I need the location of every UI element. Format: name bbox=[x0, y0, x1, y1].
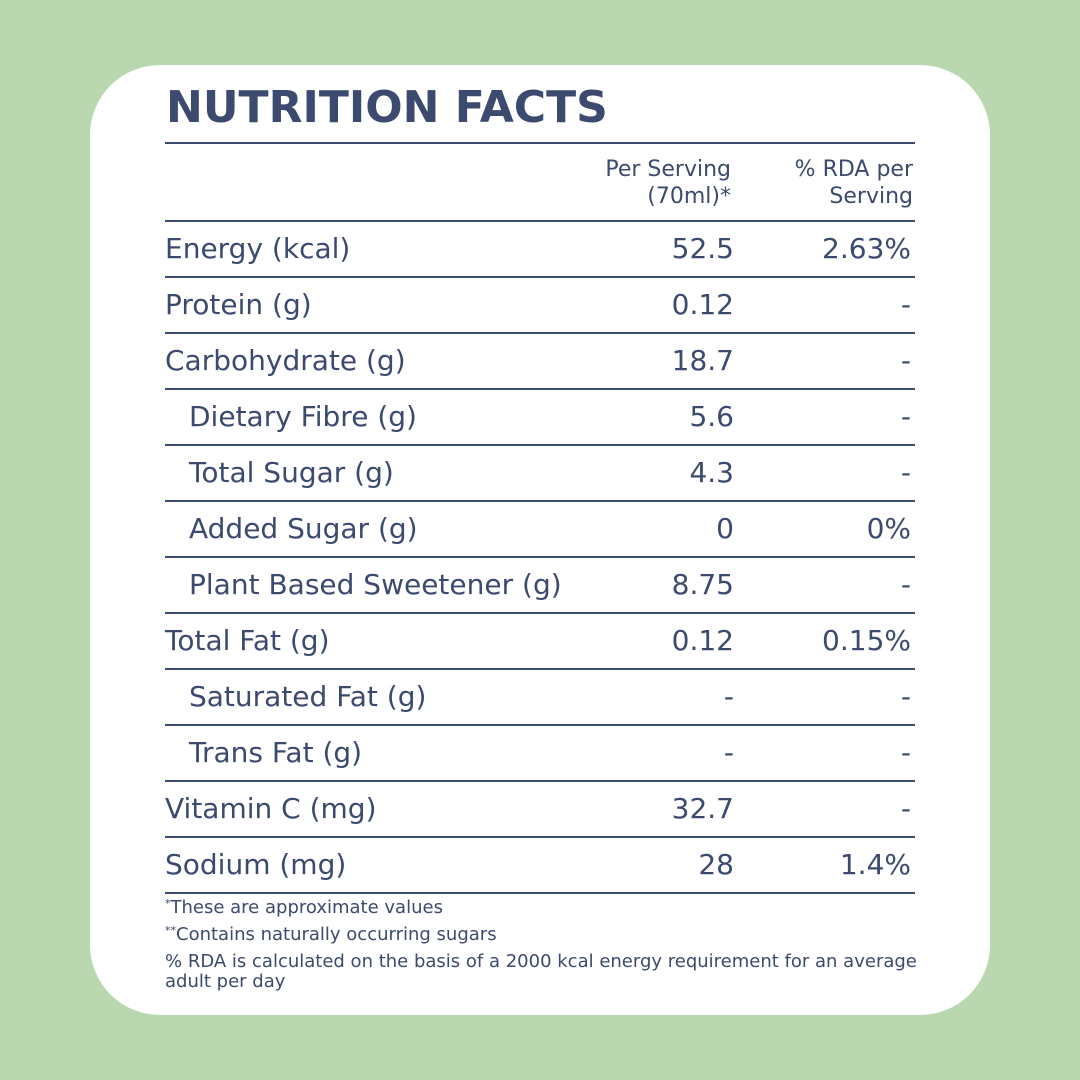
per-serving-value: 4.3 bbox=[689, 456, 734, 489]
footnote-mark: * bbox=[165, 897, 171, 910]
table-body: Energy (kcal) 52.5 2.63% Protein (g) 0.12- Ca… bbox=[165, 222, 915, 894]
nutrition-table: Per Serving (70ml)* % RDA per Serving En… bbox=[165, 142, 915, 894]
rda-value: - bbox=[900, 288, 911, 321]
per-serving-value: 0.12 bbox=[671, 288, 734, 321]
table-row: Total Fat (g) 0.12 0.15% bbox=[165, 614, 915, 670]
table-row: Total Sugar (g) 4.3 - bbox=[165, 446, 915, 502]
table-row: Vitamin C (mg) 32.7 - bbox=[165, 782, 915, 838]
nutrient-label: Saturated Fat (g) bbox=[189, 680, 427, 713]
per-serving-value: - bbox=[723, 680, 734, 713]
table-row: Dietary Fibre (g) 5.6 - bbox=[165, 390, 915, 446]
nutrient-label: Trans Fat (g) bbox=[189, 736, 363, 769]
table-row: Energy (kcal) 52.5 2.63% bbox=[165, 222, 915, 278]
rda-value: 0% bbox=[866, 512, 911, 545]
per-serving-value: 8.75 bbox=[671, 568, 734, 601]
per-serving-value: - bbox=[723, 736, 734, 769]
per-serving-value: 0 bbox=[716, 512, 734, 545]
rda-header-line1: % RDA per bbox=[794, 157, 913, 182]
rda-value: - bbox=[900, 456, 911, 489]
footnote-mark: ** bbox=[165, 924, 176, 937]
table-row: Plant Based Sweetener (g) 8.75 - bbox=[165, 558, 915, 614]
nutrient-label: Sodium (mg) bbox=[165, 848, 347, 881]
rda-header-line2: Serving bbox=[829, 184, 913, 209]
rda-value: - bbox=[900, 792, 911, 825]
nutrient-label: Protein (g) bbox=[165, 288, 312, 321]
table-row: Saturated Fat (g) - - bbox=[165, 670, 915, 726]
per-serving-value: 52.5 bbox=[671, 232, 734, 265]
per-serving-value: 32.7 bbox=[671, 792, 734, 825]
footnote-text: Contains naturally occurring sugars bbox=[176, 924, 497, 945]
table-row: Trans Fat (g) - - bbox=[165, 726, 915, 782]
rda-value: - bbox=[900, 344, 911, 377]
per-serving-header: Per Serving (70ml)* bbox=[531, 156, 731, 210]
rda-value: - bbox=[900, 736, 911, 769]
table-row: Added Sugar (g) 0 0% bbox=[165, 502, 915, 558]
table-header: Per Serving (70ml)* % RDA per Serving bbox=[165, 142, 915, 222]
nutrient-label: Total Fat (g) bbox=[165, 624, 330, 657]
rda-value: - bbox=[900, 400, 911, 433]
footnote-sugars: **Contains naturally occurring sugars bbox=[165, 925, 955, 945]
nutrient-label: Plant Based Sweetener (g) bbox=[189, 568, 562, 601]
rda-header: % RDA per Serving bbox=[753, 156, 913, 210]
footnote-rda: % RDA is calculated on the basis of a 20… bbox=[165, 951, 917, 992]
per-serving-value: 18.7 bbox=[671, 344, 734, 377]
nutrition-card bbox=[90, 65, 990, 1015]
rda-value: 1.4% bbox=[839, 848, 911, 881]
footnote-approximate: *These are approximate values bbox=[165, 898, 955, 918]
per-serving-value: 5.6 bbox=[689, 400, 734, 433]
per-serving-header-line2: (70ml)* bbox=[647, 184, 731, 209]
table-row: Sodium (mg) 28 1.4% bbox=[165, 838, 915, 894]
nutrient-label: Total Sugar (g) bbox=[189, 456, 394, 489]
table-row: Protein (g) 0.12 - bbox=[165, 278, 915, 334]
footnote-text: These are approximate values bbox=[170, 897, 443, 918]
rda-value: - bbox=[900, 568, 911, 601]
nutrient-label: Dietary Fibre (g) bbox=[189, 400, 417, 433]
table-row: Carbohydrate (g) 18.7 - bbox=[165, 334, 915, 390]
footnotes: *These are approximate values **Contains… bbox=[165, 898, 955, 999]
rda-value: - bbox=[900, 680, 911, 713]
nutrient-label: Added Sugar (g) bbox=[189, 512, 418, 545]
page-title: NUTRITION FACTS bbox=[166, 82, 608, 133]
nutrient-label: Energy (kcal) bbox=[165, 232, 351, 265]
nutrient-label: Vitamin C (mg) bbox=[165, 792, 377, 825]
nutrient-label: Carbohydrate (g) bbox=[165, 344, 406, 377]
per-serving-value: 28 bbox=[698, 848, 734, 881]
rda-value: 0.15% bbox=[822, 624, 911, 657]
rda-value: 2.63% bbox=[822, 232, 911, 265]
per-serving-header-line1: Per Serving bbox=[605, 157, 731, 182]
per-serving-value: 0.12 bbox=[671, 624, 734, 657]
